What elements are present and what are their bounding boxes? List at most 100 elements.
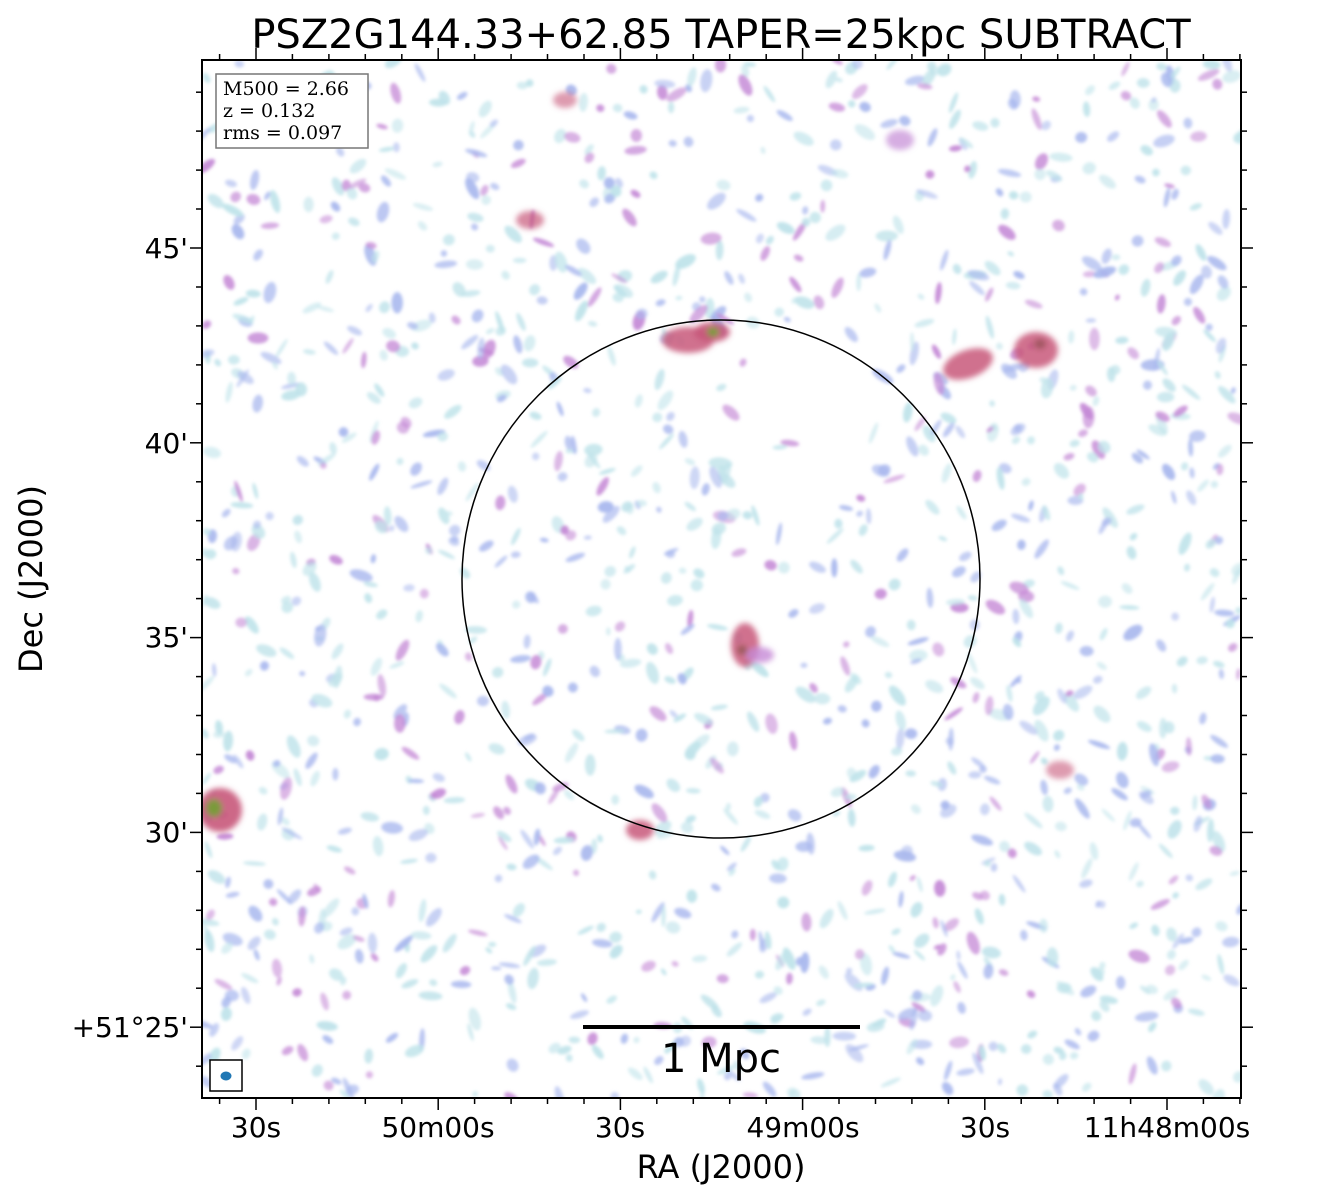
noise-blob [809, 603, 826, 614]
noise-blob [685, 815, 696, 824]
noise-blob [1042, 1090, 1053, 1098]
noise-blob [294, 530, 302, 544]
noise-blob [522, 358, 539, 368]
noise-blob [287, 371, 297, 386]
noise-blob [1131, 452, 1144, 464]
noise-blob [1218, 386, 1236, 404]
noise-blob [738, 273, 745, 284]
noise-blob [1086, 452, 1099, 463]
radio-sources [202, 92, 1074, 840]
noise-blob [1127, 347, 1139, 360]
noise-blob [895, 727, 905, 750]
x-tick-label: 11h48m00s [1084, 1111, 1251, 1144]
noise-blob [1191, 927, 1202, 938]
noise-blob [554, 450, 563, 472]
noise-blob [914, 416, 926, 432]
noise-blob [1056, 982, 1072, 994]
noise-blob [348, 217, 360, 227]
noise-blob [302, 561, 317, 576]
noise-blob [277, 807, 284, 826]
noise-blob [1069, 439, 1080, 448]
noise-blob [972, 470, 982, 482]
noise-blob [1082, 1082, 1092, 1092]
noise-blob [1214, 536, 1224, 545]
noise-blob [560, 525, 569, 535]
noise-blob [419, 588, 429, 599]
noise-blob [305, 752, 318, 769]
noise-blob [785, 972, 793, 985]
noise-blob [646, 661, 659, 684]
noise-blob [940, 412, 957, 424]
plot-frame [201, 59, 1242, 1099]
noise-blob [1192, 795, 1198, 811]
noise-blob [1111, 254, 1121, 261]
noise-blob [364, 593, 373, 604]
noise-blob [233, 213, 245, 225]
noise-blob [311, 1064, 323, 1077]
noise-blob [584, 144, 594, 155]
noise-blob [684, 458, 696, 466]
noise-blob [477, 695, 489, 707]
noise-blob [1008, 191, 1019, 200]
noise-blob [1189, 203, 1202, 211]
noise-blob [906, 436, 919, 457]
noise-blob [989, 400, 995, 407]
noise-blob [971, 834, 993, 846]
noise-blob [1169, 66, 1181, 80]
noise-blob [1063, 692, 1080, 712]
noise-blob [906, 1038, 918, 1055]
noise-blob [1156, 391, 1175, 403]
minor-source [516, 92, 1074, 779]
noise-blob [492, 667, 504, 678]
noise-blob [851, 60, 863, 70]
noise-blob [772, 444, 788, 450]
noise-blob [884, 671, 893, 679]
noise-blob [956, 1068, 975, 1076]
noise-blob [471, 223, 479, 231]
noise-blob [1176, 656, 1188, 667]
noise-blob [663, 424, 674, 435]
noise-blob [853, 982, 874, 988]
noise-blob [651, 803, 668, 823]
noise-blob [983, 775, 1001, 785]
noise-blob [985, 599, 1006, 615]
noise-blob [859, 267, 877, 278]
noise-blob [917, 83, 933, 90]
noise-blob [1205, 538, 1216, 549]
noise-blob [1140, 985, 1151, 995]
noise-blob [846, 967, 853, 974]
noise-blob [844, 675, 859, 693]
noise-blob [666, 778, 681, 792]
noise-blob [1197, 68, 1220, 81]
noise-blob [926, 61, 937, 71]
noise-blob [501, 270, 510, 280]
noise-blob [1230, 387, 1236, 394]
noise-blob [468, 929, 488, 937]
noise-blob [905, 75, 925, 86]
southern-source [626, 820, 654, 840]
noise-blob [567, 682, 578, 693]
noise-blob [1136, 880, 1144, 888]
noise-blob [252, 394, 263, 413]
noise-blob [444, 404, 462, 419]
noise-blob [1013, 424, 1022, 433]
noise-blob [972, 892, 984, 901]
y-tick-label: 35' [145, 621, 188, 654]
noise-blob [1140, 145, 1153, 156]
y-axis-label: Dec (J2000) [12, 485, 50, 673]
noise-blob [694, 712, 713, 726]
noise-blob [905, 770, 916, 777]
noise-blob [940, 804, 957, 818]
noise-blob [1069, 384, 1077, 391]
noise-blob [1024, 812, 1043, 829]
noise-blob [230, 191, 241, 203]
noise-blob [369, 463, 380, 481]
noise-blob [529, 284, 541, 296]
noise-blob [498, 962, 521, 968]
noise-blob [1097, 440, 1111, 454]
noise-blob [245, 289, 261, 298]
noise-blob [543, 658, 552, 677]
noise-blob [967, 270, 990, 281]
noise-blob [1012, 637, 1022, 648]
noise-blob [793, 254, 804, 262]
